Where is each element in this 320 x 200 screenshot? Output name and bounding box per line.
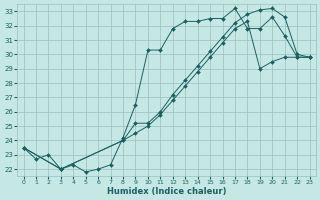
X-axis label: Humidex (Indice chaleur): Humidex (Indice chaleur) [107, 187, 226, 196]
